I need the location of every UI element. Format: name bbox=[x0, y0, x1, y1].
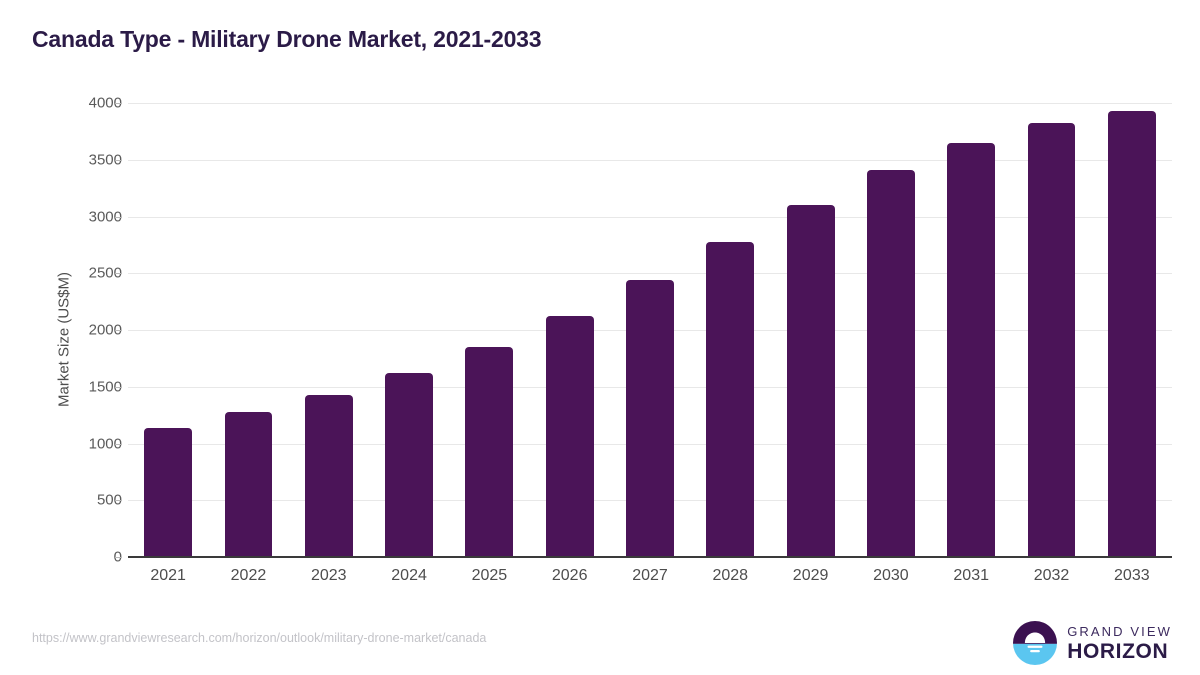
bar-2021[interactable] bbox=[144, 427, 193, 557]
gridline bbox=[128, 159, 1172, 161]
page-title: Canada Type - Military Drone Market, 202… bbox=[32, 26, 542, 52]
bar-2026[interactable] bbox=[545, 315, 594, 557]
x-axis-tick-label: 2021 bbox=[150, 567, 186, 584]
y-axis-tick-mark bbox=[115, 216, 122, 218]
horizon-sun-logo-icon bbox=[1013, 621, 1058, 665]
y-axis-tick-label: 2000 bbox=[88, 321, 122, 339]
y-axis-tick-label: 0 bbox=[113, 548, 122, 566]
x-axis-tick-label: 2033 bbox=[1114, 567, 1150, 584]
bar-2030[interactable] bbox=[867, 169, 915, 557]
x-axis-tick-label: 2027 bbox=[632, 567, 668, 584]
y-axis-tick-mark bbox=[115, 159, 122, 161]
y-axis-tick-label: 3500 bbox=[88, 151, 122, 169]
y-axis-tick-mark bbox=[115, 443, 122, 445]
bar-2025[interactable] bbox=[465, 347, 514, 557]
logo-top-text: GRAND VIEW bbox=[1067, 623, 1172, 639]
x-axis-tick-label: 2026 bbox=[551, 567, 588, 584]
y-axis-ticks: 0 500 1000 1500 2000 2500 3000 3500 4000 bbox=[0, 0, 122, 675]
bar-2032[interactable] bbox=[1027, 123, 1076, 557]
x-axis-tick-label: 2023 bbox=[310, 567, 347, 584]
x-axis-tick-label: 2025 bbox=[471, 567, 508, 584]
logo-bottom-text: HORIZON bbox=[1067, 639, 1169, 663]
bar-2033[interactable] bbox=[1107, 110, 1156, 557]
brand-logo[interactable]: GRAND VIEW HORIZON bbox=[1013, 620, 1172, 666]
y-axis-tick-label: 1500 bbox=[88, 378, 122, 396]
gridline bbox=[128, 273, 1172, 275]
x-axis-tick-label: 2029 bbox=[792, 567, 829, 584]
bar-2027[interactable] bbox=[626, 280, 674, 557]
bar-2023[interactable] bbox=[304, 394, 353, 557]
gridline bbox=[128, 103, 1172, 104]
y-axis-tick-mark bbox=[115, 273, 122, 275]
y-axis-tick-label: 1000 bbox=[88, 435, 122, 452]
bar-2031[interactable] bbox=[947, 142, 996, 557]
source-url[interactable]: https://www.grandviewresearch.com/horizo… bbox=[32, 631, 487, 645]
bar-2028[interactable] bbox=[706, 242, 755, 557]
y-axis-tick-label: 4000 bbox=[88, 94, 122, 112]
y-axis-tick-mark bbox=[115, 500, 122, 502]
x-axis-tick-label: 2022 bbox=[230, 567, 267, 584]
gridline bbox=[128, 216, 1172, 218]
x-axis-tick-label: 2032 bbox=[1033, 567, 1070, 584]
bar-2029[interactable] bbox=[786, 205, 835, 557]
y-axis-tick-mark bbox=[115, 330, 122, 331]
x-axis-tick-label: 2030 bbox=[873, 567, 909, 584]
y-axis-tick-label: 3000 bbox=[88, 208, 122, 225]
bar-2024[interactable] bbox=[385, 373, 433, 557]
y-axis-tick-mark bbox=[115, 386, 122, 388]
y-axis-tick-mark bbox=[115, 557, 122, 558]
x-axis-tick-label: 2031 bbox=[953, 567, 989, 584]
y-axis-tick-label: 2500 bbox=[88, 264, 122, 282]
y-axis-tick-mark bbox=[115, 103, 122, 104]
bar-2022[interactable] bbox=[224, 412, 273, 557]
x-axis-tick-label: 2024 bbox=[391, 567, 427, 584]
x-axis-line bbox=[128, 556, 1172, 558]
plot-area bbox=[128, 103, 1172, 557]
y-axis-tick-label: 500 bbox=[96, 491, 122, 509]
x-axis-tick-label: 2028 bbox=[712, 567, 749, 584]
logo-wordmark: GRAND VIEW HORIZON bbox=[1067, 625, 1172, 662]
